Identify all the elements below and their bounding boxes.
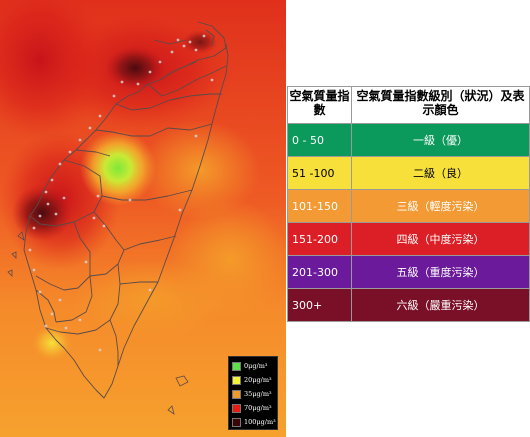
legend-swatch	[232, 375, 241, 385]
aqi-range: 101-150	[287, 189, 352, 223]
map-legend: 0μg/m³ 20μg/m³ 35μg/m³ 70μg/m³ 100μg/m³	[228, 356, 278, 430]
aqi-range: 201-300	[287, 255, 352, 289]
legend-label: 35μg/m³	[244, 390, 272, 398]
legend-item-3: 70μg/m³	[232, 401, 274, 415]
aqi-level: 二級（良）	[351, 156, 530, 190]
legend-item-2: 35μg/m³	[232, 387, 274, 401]
legend-label: 0μg/m³	[244, 362, 268, 370]
table-row: 51 -100 二級（良）	[287, 156, 530, 190]
table-header-row: 空氣質量指數 空氣質量指數級別（狀況）及表示顏色	[287, 86, 530, 124]
pm25-heatmap	[0, 0, 286, 437]
county-boundaries	[23, 21, 229, 399]
legend-label: 100μg/m³	[244, 418, 276, 426]
aqi-range: 0 - 50	[287, 123, 352, 157]
legend-swatch	[232, 417, 241, 427]
table-row: 151-200 四級（中度污染）	[287, 222, 530, 256]
table-row: 101-150 三級（輕度污染）	[287, 189, 530, 223]
aqi-range: 300+	[287, 288, 352, 322]
legend-item-1: 20μg/m³	[232, 373, 274, 387]
aqi-level: 五級（重度污染）	[351, 255, 530, 289]
aqi-range: 51 -100	[287, 156, 352, 190]
aqi-level: 三級（輕度污染）	[351, 189, 530, 223]
header-level: 空氣質量指數級別（狀況）及表示顏色	[351, 86, 530, 124]
legend-item-4: 100μg/m³	[232, 415, 276, 429]
legend-swatch	[232, 389, 241, 399]
table-row: 0 - 50 一級（優）	[287, 123, 530, 157]
aqi-range: 151-200	[287, 222, 352, 256]
aqi-level: 一級（優）	[351, 123, 530, 157]
aqi-level: 六級（嚴重污染）	[351, 288, 530, 322]
legend-swatch	[232, 361, 241, 371]
aqi-table: 空氣質量指數 空氣質量指數級別（狀況）及表示顏色 0 - 50 一級（優） 51…	[287, 86, 530, 322]
legend-label: 70μg/m³	[244, 404, 272, 412]
monitoring-stations	[28, 34, 214, 352]
legend-swatch	[232, 403, 241, 413]
legend-item-0: 0μg/m³	[232, 359, 274, 373]
aqi-level: 四級（中度污染）	[351, 222, 530, 256]
pm25-map: 0μg/m³ 20μg/m³ 35μg/m³ 70μg/m³ 100μg/m³	[0, 0, 286, 437]
table-row: 300+ 六級（嚴重污染）	[287, 288, 530, 322]
legend-label: 20μg/m³	[244, 376, 272, 384]
table-row: 201-300 五級（重度污染）	[287, 255, 530, 289]
header-aqi: 空氣質量指數	[287, 86, 352, 124]
